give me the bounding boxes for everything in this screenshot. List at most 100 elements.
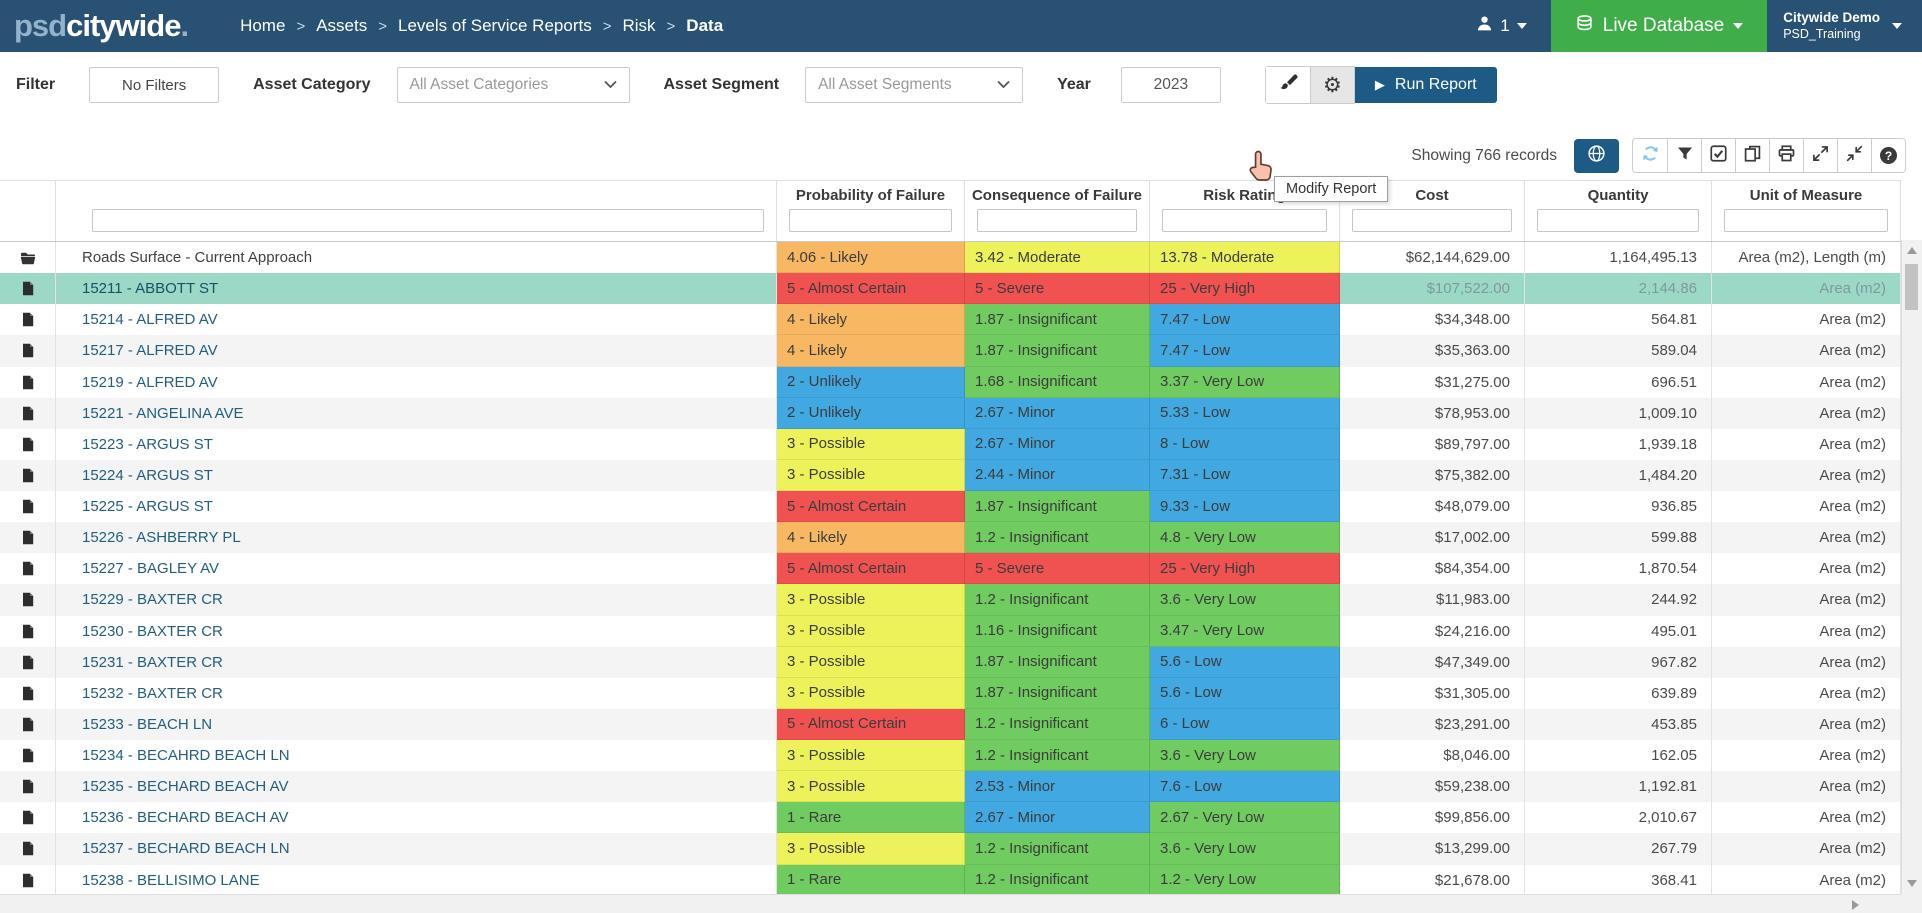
asset-link[interactable]: 15234 - BECAHRD BEACH LN [82, 747, 290, 764]
table-row[interactable]: 15238 - BELLISIMO LANE1 - Rare1.2 - Insi… [0, 865, 1901, 896]
modify-report-button[interactable]: ⚙ [1310, 67, 1354, 103]
breadcrumb-item-home[interactable]: Home [240, 16, 285, 36]
asset-link[interactable]: 15230 - BAXTER CR [82, 623, 223, 640]
asset-link[interactable]: 15232 - BAXTER CR [82, 685, 223, 702]
table-row[interactable]: 15223 - ARGUS ST3 - Possible2.67 - Minor… [0, 429, 1901, 460]
live-database-button[interactable]: Live Database [1551, 0, 1767, 52]
refresh-button[interactable] [1633, 139, 1667, 172]
breadcrumb-item-risk[interactable]: Risk [622, 16, 655, 36]
table-row[interactable]: Roads Surface - Current Approach4.06 - L… [0, 242, 1901, 273]
table-row[interactable]: 15214 - ALFRED AV4 - Likely1.87 - Insign… [0, 304, 1901, 335]
table-row[interactable]: 15233 - BEACH LN5 - Almost Certain1.2 - … [0, 709, 1901, 740]
probability-cell: 3 - Possible [777, 429, 965, 460]
cost-cell: $24,216.00 [1340, 616, 1525, 647]
risk-rating-cell: 1.2 - Very Low [1150, 865, 1340, 896]
table-row[interactable]: 15225 - ARGUS ST5 - Almost Certain1.87 -… [0, 491, 1901, 522]
quantity-cell: 1,939.18 [1525, 429, 1712, 460]
asset-segment-select[interactable]: All Asset Segments [805, 67, 1023, 103]
column-header-consequence-of-failure[interactable]: Consequence of Failure [965, 181, 1150, 241]
column-filter-input[interactable] [1724, 209, 1888, 232]
breadcrumb-item-levels-of-service-reports[interactable]: Levels of Service Reports [398, 16, 592, 36]
map-view-button[interactable] [1574, 139, 1619, 173]
asset-link[interactable]: 15233 - BEACH LN [82, 716, 212, 733]
asset-link[interactable]: 15229 - BAXTER CR [82, 591, 223, 608]
user-menu[interactable]: 1 [1476, 0, 1526, 52]
asset-link[interactable]: 15219 - ALFRED AV [82, 374, 218, 391]
asset-link[interactable]: 15224 - ARGUS ST [82, 467, 213, 484]
table-row[interactable]: 15235 - BECHARD BEACH AV3 - Possible2.53… [0, 771, 1901, 802]
unit-of-measure-cell: Area (m2) [1712, 616, 1901, 647]
select-columns-button[interactable] [1701, 139, 1735, 172]
consequence-cell: 5 - Severe [965, 553, 1150, 584]
asset-name-cell: 15238 - BELLISIMO LANE [56, 865, 777, 896]
vertical-scrollbar[interactable] [1901, 240, 1922, 894]
file-icon [0, 833, 56, 864]
table-row[interactable]: 15234 - BECAHRD BEACH LN3 - Possible1.2 … [0, 740, 1901, 771]
asset-category-select[interactable]: All Asset Categories [397, 67, 630, 103]
table-row[interactable]: 15236 - BECHARD BEACH AV1 - Rare2.67 - M… [0, 802, 1901, 833]
collapse-button[interactable] [1837, 139, 1871, 172]
records-count-text: Showing 766 records [1411, 147, 1557, 165]
asset-link[interactable]: 15236 - BECHARD BEACH AV [82, 809, 288, 826]
help-button[interactable]: ? [1871, 139, 1905, 172]
scroll-down-arrow[interactable] [1907, 880, 1917, 887]
asset-link[interactable]: 15211 - ABBOTT ST [82, 280, 218, 297]
table-row[interactable]: 15219 - ALFRED AV2 - Unlikely1.68 - Insi… [0, 367, 1901, 398]
copy-button[interactable] [1735, 139, 1769, 172]
account-menu[interactable]: Citywide Demo PSD_Training [1767, 0, 1922, 52]
column-filter-input[interactable] [789, 209, 952, 232]
app-logo[interactable]: psdcitywide. [14, 8, 188, 44]
asset-name-cell: 15235 - BECHARD BEACH AV [56, 771, 777, 802]
no-filters-button[interactable]: No Filters [89, 67, 219, 103]
unit-of-measure-cell: Area (m2) [1712, 833, 1901, 864]
print-button[interactable] [1769, 139, 1803, 172]
run-report-button[interactable]: ▶ Run Report [1355, 67, 1497, 103]
quantity-cell: 1,009.10 [1525, 398, 1712, 429]
column-filter-input[interactable] [977, 209, 1137, 232]
column-header-probability-of-failure[interactable]: Probability of Failure [777, 181, 965, 241]
column-filter-button[interactable] [1667, 139, 1701, 172]
breadcrumb-item-data[interactable]: Data [686, 16, 723, 36]
table-row[interactable]: 15226 - ASHBERRY PL4 - Likely1.2 - Insig… [0, 522, 1901, 553]
unit-of-measure-cell: Area (m2) [1712, 335, 1901, 366]
column-header-quantity[interactable]: Quantity [1525, 181, 1712, 241]
asset-link[interactable]: 15225 - ARGUS ST [82, 498, 213, 515]
quantity-cell: 967.82 [1525, 647, 1712, 678]
cost-cell: $99,856.00 [1340, 802, 1525, 833]
column-filter-input[interactable] [1162, 209, 1327, 232]
scroll-right-arrow[interactable] [1852, 900, 1859, 910]
asset-link[interactable]: 15237 - BECHARD BEACH LN [82, 840, 290, 857]
table-row[interactable]: 15232 - BAXTER CR3 - Possible1.87 - Insi… [0, 678, 1901, 709]
asset-link[interactable]: 15217 - ALFRED AV [82, 342, 218, 359]
horizontal-scrollbar[interactable] [0, 894, 1901, 913]
filter-label: Filter [16, 76, 55, 94]
asset-link[interactable]: 15226 - ASHBERRY PL [82, 529, 241, 546]
column-filter-input[interactable] [92, 209, 764, 232]
style-report-button[interactable] [1266, 67, 1310, 103]
table-row[interactable]: 15224 - ARGUS ST3 - Possible2.44 - Minor… [0, 460, 1901, 491]
table-row[interactable]: 15231 - BAXTER CR3 - Possible1.87 - Insi… [0, 647, 1901, 678]
asset-link[interactable]: 15214 - ALFRED AV [82, 311, 218, 328]
asset-link[interactable]: 15227 - BAGLEY AV [82, 560, 219, 577]
table-row[interactable]: 15227 - BAGLEY AV5 - Almost Certain5 - S… [0, 553, 1901, 584]
asset-link[interactable]: 15231 - BAXTER CR [82, 654, 223, 671]
table-row[interactable]: 15221 - ANGELINA AVE2 - Unlikely2.67 - M… [0, 398, 1901, 429]
table-row[interactable]: 15237 - BECHARD BEACH LN3 - Possible1.2 … [0, 833, 1901, 864]
asset-link[interactable]: 15238 - BELLISIMO LANE [82, 872, 260, 889]
table-row[interactable]: 15217 - ALFRED AV4 - Likely1.87 - Insign… [0, 335, 1901, 366]
table-row[interactable]: 15229 - BAXTER CR3 - Possible1.2 - Insig… [0, 584, 1901, 615]
year-input[interactable] [1121, 67, 1221, 103]
breadcrumb-item-assets[interactable]: Assets [316, 16, 367, 36]
table-row[interactable]: 15230 - BAXTER CR3 - Possible1.16 - Insi… [0, 616, 1901, 647]
expand-button[interactable] [1803, 139, 1837, 172]
asset-link[interactable]: 15235 - BECHARD BEACH AV [82, 778, 288, 795]
asset-link[interactable]: 15221 - ANGELINA AVE [82, 405, 243, 422]
vertical-scroll-thumb[interactable] [1905, 264, 1918, 310]
risk-rating-cell: 2.67 - Very Low [1150, 802, 1340, 833]
table-row[interactable]: 15211 - ABBOTT ST5 - Almost Certain5 - S… [0, 273, 1901, 304]
asset-link[interactable]: 15223 - ARGUS ST [82, 436, 213, 453]
scroll-up-arrow[interactable] [1907, 247, 1917, 254]
column-filter-input[interactable] [1352, 209, 1512, 232]
column-header-unit-of-measure[interactable]: Unit of Measure [1712, 181, 1901, 241]
column-filter-input[interactable] [1537, 209, 1699, 232]
